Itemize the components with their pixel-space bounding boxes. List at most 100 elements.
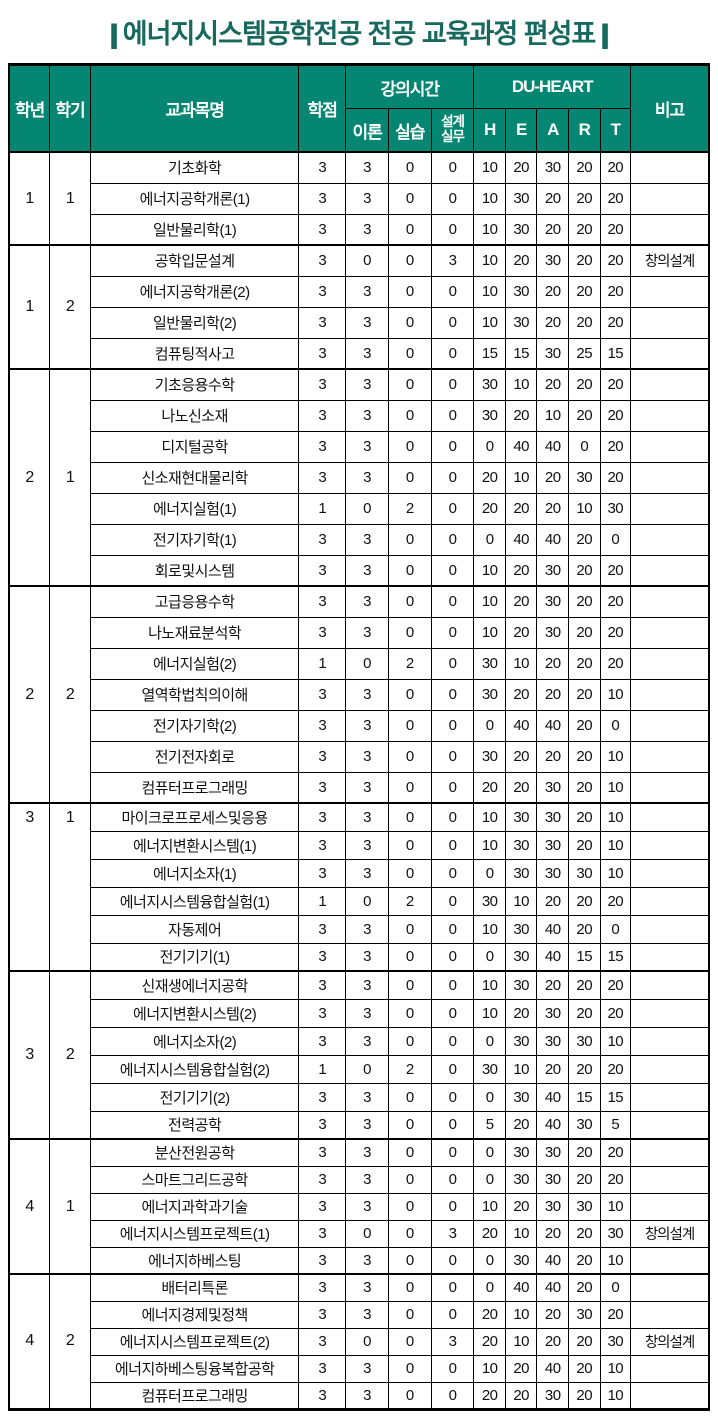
- cell-practice: 0: [387, 399, 432, 432]
- cell-duheart-e: 20: [504, 399, 538, 432]
- cell-duheart-t: 15: [599, 1082, 632, 1112]
- header-practice: 실습: [387, 108, 432, 153]
- cell-duheart-t: 10: [599, 678, 632, 711]
- cell-duheart-a: 40: [536, 1246, 569, 1275]
- cell-practice: 2: [387, 647, 432, 680]
- cell-note: [630, 709, 710, 742]
- cell-course-name: 기초응용수학: [89, 368, 300, 401]
- cell-duheart-t: 10: [599, 858, 632, 888]
- cell-note: [630, 771, 710, 804]
- cell-theory: 3: [345, 1082, 389, 1112]
- cell-duheart-h: 10: [473, 275, 506, 308]
- cell-duheart-h: 30: [473, 886, 506, 916]
- cell-semester: 1: [49, 1138, 91, 1275]
- cell-theory: 3: [345, 275, 389, 308]
- cell-course-name: 에너지실험(2): [89, 647, 300, 680]
- cell-duheart-r: 20: [567, 399, 601, 432]
- course-row: 전기기기(2) 3 3 0 0 0 30 40 15 15: [9, 1082, 710, 1112]
- cell-design-practice: 0: [430, 151, 475, 184]
- course-row: 에너지공학개론(1) 3 3 0 0 10 30 20 20 20: [9, 182, 710, 215]
- cell-duheart-h: 0: [473, 430, 506, 463]
- cell-credits: 3: [298, 585, 347, 618]
- cell-theory: 0: [345, 244, 389, 277]
- course-row: 전력공학 3 3 0 0 5 20 40 30 5: [9, 1110, 710, 1140]
- cell-duheart-r: 20: [567, 830, 601, 860]
- cell-duheart-a: 20: [536, 1300, 569, 1329]
- cell-duheart-a: 30: [536, 585, 569, 618]
- course-row: 전기자기학(2) 3 3 0 0 0 40 40 20 0: [9, 709, 710, 742]
- cell-duheart-t: 20: [599, 306, 632, 339]
- cell-theory: 3: [345, 1300, 389, 1329]
- cell-theory: 3: [345, 1273, 389, 1302]
- course-row: 전기기기(1) 3 3 0 0 0 30 40 15 15: [9, 942, 710, 972]
- cell-course-name: 회로및시스템: [89, 554, 300, 587]
- cell-theory: 3: [345, 740, 389, 773]
- cell-duheart-r: 20: [567, 523, 601, 556]
- cell-note: [630, 585, 710, 618]
- cell-practice: 0: [387, 213, 432, 246]
- cell-credits: 3: [298, 1192, 347, 1221]
- cell-duheart-t: 10: [599, 1354, 632, 1383]
- cell-duheart-t: 20: [599, 585, 632, 618]
- cell-duheart-r: 20: [567, 678, 601, 711]
- cell-duheart-e: 30: [504, 213, 538, 246]
- cell-theory: 3: [345, 858, 389, 888]
- header-design-practice: 설계 실무: [430, 108, 475, 153]
- cell-course-name: 컴퓨팅적사고: [89, 337, 300, 370]
- cell-duheart-e: 40: [504, 430, 538, 463]
- cell-note: [630, 740, 710, 773]
- cell-theory: 0: [345, 647, 389, 680]
- cell-theory: 3: [345, 461, 389, 494]
- cell-duheart-h: 10: [473, 830, 506, 860]
- title-right-bar: |: [599, 19, 611, 49]
- cell-semester: 1: [49, 368, 91, 587]
- page-title: | 에너지시스템공학전공 전공 교육과정 편성표 |: [0, 0, 718, 63]
- cell-course-name: 에너지시스템융합실험(2): [89, 1054, 300, 1084]
- cell-practice: 0: [387, 740, 432, 773]
- cell-duheart-r: 20: [567, 275, 601, 308]
- cell-theory: 3: [345, 1138, 389, 1167]
- cell-theory: 3: [345, 678, 389, 711]
- cell-theory: 0: [345, 492, 389, 525]
- cell-duheart-h: 30: [473, 368, 506, 401]
- cell-note: [630, 430, 710, 463]
- cell-duheart-a: 10: [536, 399, 569, 432]
- cell-credits: 3: [298, 306, 347, 339]
- cell-course-name: 에너지하베스팅: [89, 1246, 300, 1275]
- cell-duheart-e: 20: [504, 1192, 538, 1221]
- cell-duheart-a: 20: [536, 1219, 569, 1248]
- cell-duheart-t: 10: [599, 1246, 632, 1275]
- cell-duheart-a: 20: [536, 368, 569, 401]
- cell-design-practice: 0: [430, 492, 475, 525]
- cell-duheart-a: 40: [536, 430, 569, 463]
- cell-semester: 1: [49, 802, 91, 972]
- cell-practice: 0: [387, 151, 432, 184]
- cell-theory: 3: [345, 616, 389, 649]
- cell-duheart-e: 20: [504, 554, 538, 587]
- header-credits: 학점: [298, 64, 347, 153]
- cell-duheart-r: 20: [567, 1354, 601, 1383]
- cell-duheart-a: 30: [536, 244, 569, 277]
- cell-year: 2: [8, 368, 51, 587]
- header-duheart-h: H: [473, 108, 506, 153]
- header-theory: 이론: [345, 108, 389, 153]
- cell-practice: 0: [387, 1327, 432, 1356]
- cell-course-name: 에너지변환시스템(1): [89, 830, 300, 860]
- cell-design-practice: 0: [430, 616, 475, 649]
- cell-duheart-a: 20: [536, 678, 569, 711]
- cell-duheart-t: 20: [599, 213, 632, 246]
- cell-duheart-a: 20: [536, 740, 569, 773]
- cell-note: [630, 554, 710, 587]
- cell-credits: 3: [298, 1354, 347, 1383]
- cell-credits: 3: [298, 182, 347, 215]
- cell-duheart-t: 20: [599, 461, 632, 494]
- cell-course-name: 디지털공학: [89, 430, 300, 463]
- cell-duheart-e: 20: [504, 585, 538, 618]
- cell-duheart-h: 20: [473, 1327, 506, 1356]
- cell-design-practice: 0: [430, 585, 475, 618]
- cell-note: [630, 1192, 710, 1221]
- cell-duheart-e: 40: [504, 709, 538, 742]
- cell-duheart-t: 10: [599, 1381, 632, 1410]
- cell-duheart-h: 10: [473, 213, 506, 246]
- cell-duheart-e: 30: [504, 1165, 538, 1194]
